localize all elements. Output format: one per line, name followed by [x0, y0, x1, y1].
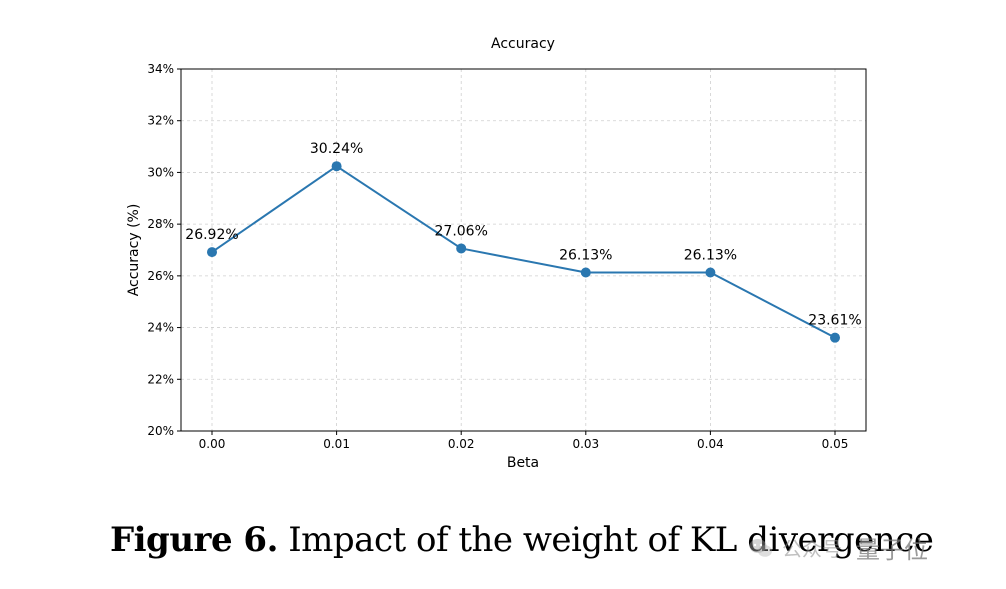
grid-lines	[181, 68, 866, 432]
data-labels: 26.92% 30.24% 27.06% 26.13% 26.13% 23.61%	[185, 141, 861, 328]
data-point	[456, 243, 467, 254]
chart-title: Accuracy	[491, 36, 555, 52]
data-label: 23.61%	[808, 313, 861, 329]
data-point	[207, 247, 217, 258]
y-tick-label: 30%	[147, 165, 174, 179]
wechat-icon	[749, 538, 772, 557]
figure-caption: Figure 6. Impact of the weight of KL div…	[110, 520, 934, 560]
data-point	[705, 267, 716, 278]
accuracy-chart: 20%22%24%26%28%30%32%34% 0.00 0.01 0.02 0.0…	[126, 36, 867, 471]
x-tick-label: 0.00	[199, 437, 226, 451]
y-tick-label: 22%	[147, 372, 174, 386]
data-label: 30.24%	[310, 141, 363, 157]
watermark: 公众号 量子位	[748, 530, 928, 565]
data-point	[580, 267, 591, 278]
x-axis-ticks: 0.00 0.01 0.02 0.03 0.04 0.05	[199, 431, 849, 451]
y-tick-label: 20%	[147, 424, 174, 438]
figure-caption-text: Impact of the weight of KL divergence	[288, 520, 934, 560]
data-point	[331, 161, 342, 172]
y-tick-label: 24%	[147, 321, 174, 335]
data-point	[830, 332, 840, 343]
x-axis-label: Beta	[507, 455, 539, 471]
x-tick-label: 0.01	[323, 437, 350, 451]
data-label: 26.92%	[185, 227, 238, 243]
y-axis-label: Accuracy (%)	[126, 204, 142, 297]
data-label: 27.06%	[435, 223, 488, 239]
y-tick-label: 28%	[147, 217, 174, 231]
data-label: 26.13%	[559, 247, 612, 263]
y-tick-label: 34%	[147, 62, 174, 76]
series-line	[211, 165, 836, 339]
watermark-brand: 量子位	[856, 536, 928, 564]
x-tick-label: 0.04	[697, 437, 724, 451]
y-axis-ticks: 20% 22% 24% 26% 28% 30% 32% 34%	[147, 62, 181, 438]
plot-frame	[180, 68, 867, 432]
x-tick-label: 0.05	[822, 437, 849, 451]
watermark-label: 公众号	[782, 537, 842, 561]
x-tick-label: 0.03	[572, 437, 599, 451]
series-accuracy	[207, 161, 840, 343]
data-label: 26.13%	[684, 247, 737, 263]
y-tick-label: 26%	[147, 269, 174, 283]
figure-number: Figure 6.	[110, 520, 278, 560]
x-tick-label: 0.02	[448, 437, 475, 451]
y-tick-label: 32%	[147, 114, 174, 128]
